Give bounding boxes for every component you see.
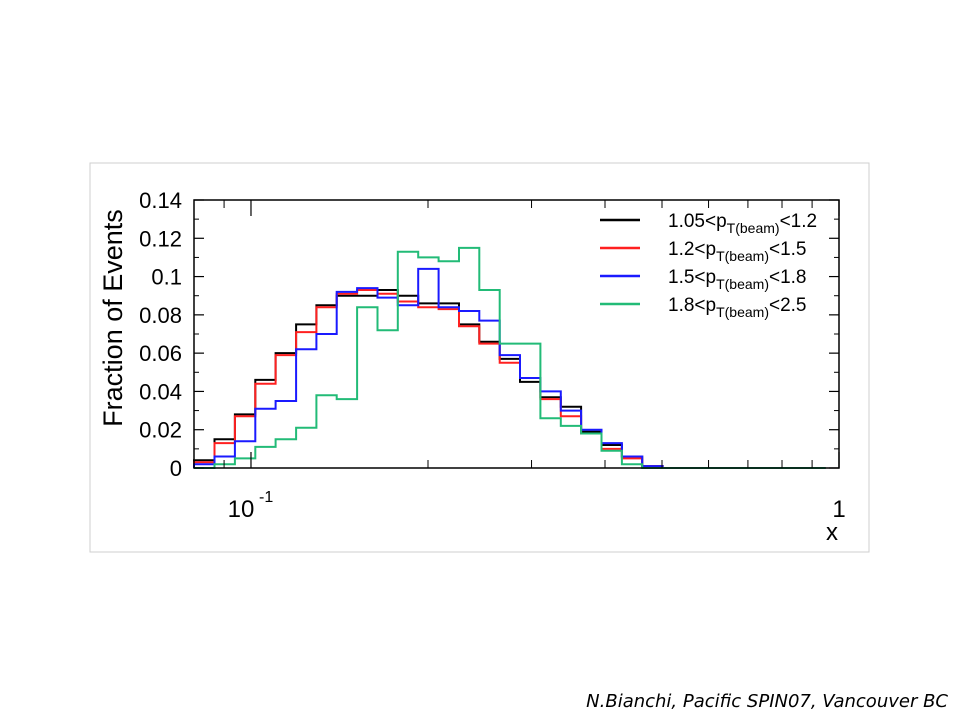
y-tick-label: 0.08 — [139, 303, 182, 328]
figure-panel — [89, 162, 870, 553]
x-ticks: 10 -1 1 — [223, 200, 846, 523]
y-axis-label: Fraction of Events — [98, 209, 128, 427]
y-ticks: 0 0.02 0.04 0.06 0.08 0.1 0.12 0.14 — [139, 188, 839, 481]
series-line-3 — [193, 267, 826, 469]
y-tick-label: 0 — [170, 456, 182, 481]
legend-label-4: 1.8<pT(beam)<2.5 — [668, 295, 807, 320]
legend-label-2: 1.2<pT(beam)<1.5 — [668, 239, 807, 264]
y-tick-label: 0.04 — [139, 379, 182, 404]
series-layer — [193, 246, 826, 469]
y-tick-label: 0.02 — [139, 418, 182, 443]
y-tick-label: 0.12 — [139, 226, 182, 251]
slide-footer: N.Bianchi, Pacific SPIN07, Vancouver BC — [586, 691, 948, 712]
legend: 1.05<pT(beam)<1.2 1.2<pT(beam)<1.5 1.5<pT(… — [600, 211, 817, 320]
x-tick-label: 10 — [228, 496, 255, 523]
y-tick-label: 0.14 — [139, 188, 182, 213]
x-axis-label: x — [826, 519, 838, 546]
legend-label-3: 1.5<pT(beam)<1.8 — [668, 267, 807, 292]
x-tick-label-exponent: -1 — [259, 489, 273, 506]
y-tick-label: 0.1 — [151, 265, 182, 290]
legend-label-1: 1.05<pT(beam)<1.2 — [668, 211, 817, 236]
y-tick-label: 0.06 — [139, 341, 182, 366]
x-tick-label: 1 — [832, 496, 845, 523]
